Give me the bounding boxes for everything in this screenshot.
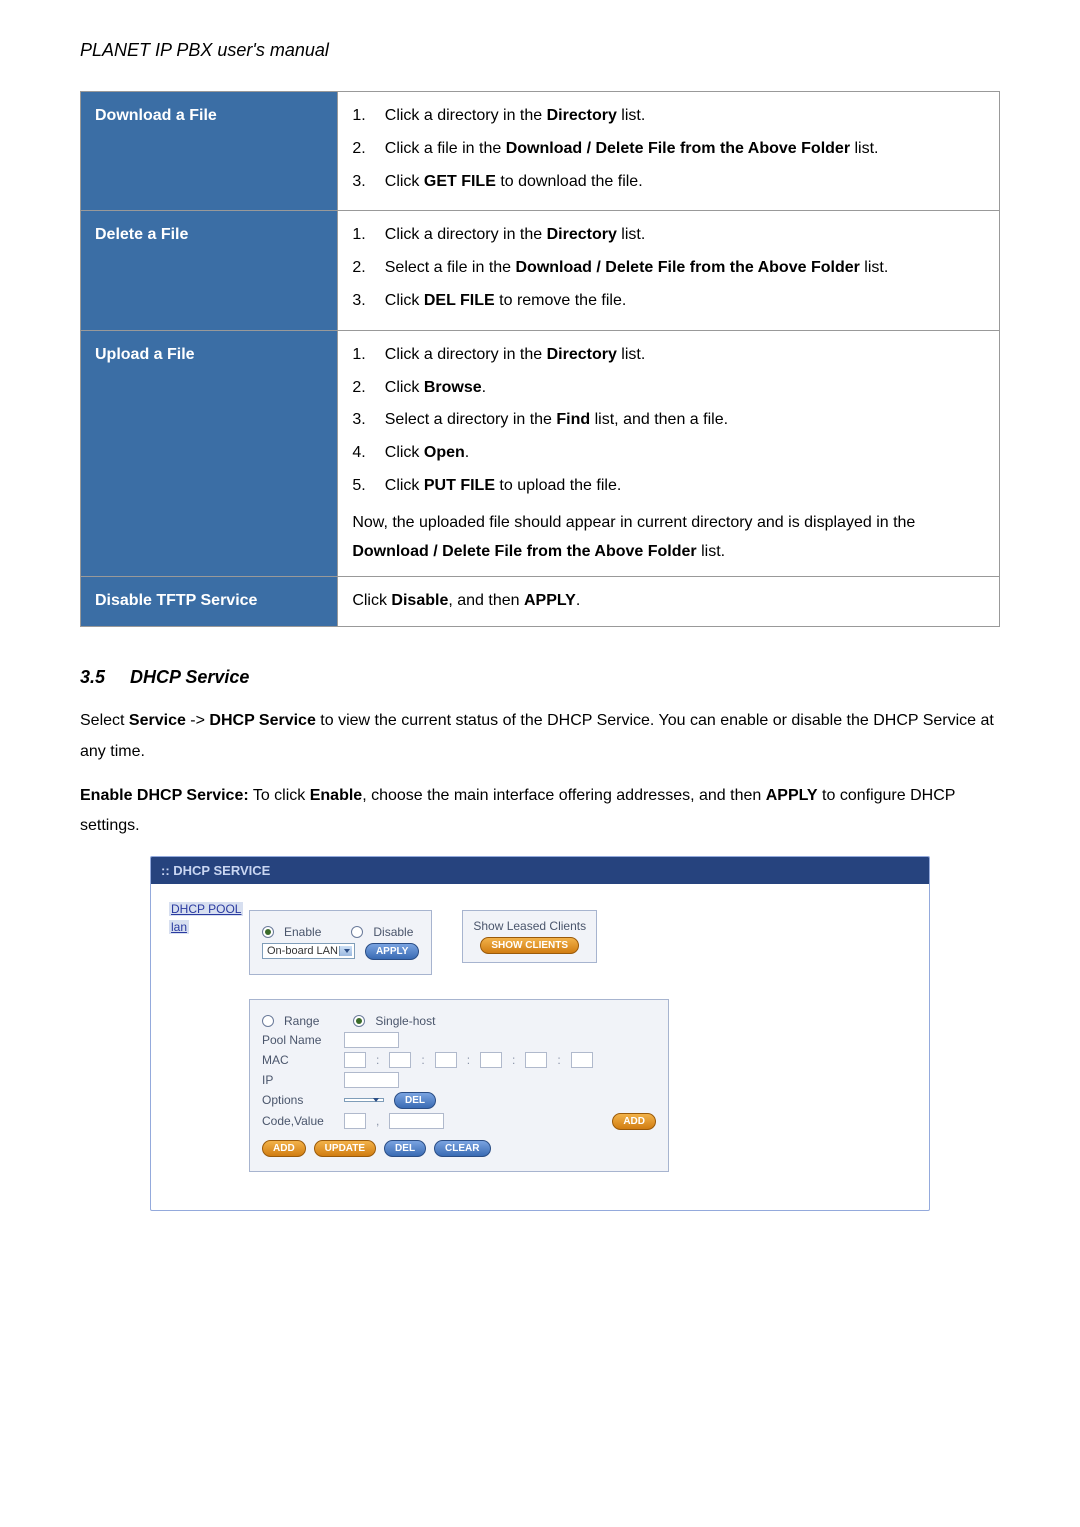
table-row-label: Disable TFTP Service (81, 577, 338, 627)
dhcp-pool-link[interactable]: DHCP POOL (169, 902, 243, 916)
section-name: DHCP Service (130, 667, 249, 687)
mac-input-1[interactable] (344, 1052, 366, 1068)
value-input[interactable] (389, 1113, 444, 1129)
single-host-label: Single-host (375, 1014, 435, 1028)
table-row-content: 1. Click a directory in the Directory li… (338, 330, 1000, 577)
table-row-content: 1. Click a directory in the Directory li… (338, 92, 1000, 211)
add-option-button[interactable]: ADD (612, 1113, 656, 1130)
pool-name-label: Pool Name (262, 1033, 334, 1047)
del-option-button[interactable]: DEL (394, 1092, 436, 1109)
section-heading: 3.5 DHCP Service (80, 667, 1000, 688)
show-clients-button[interactable]: SHOW CLIENTS (480, 937, 579, 954)
del-button[interactable]: DEL (384, 1140, 426, 1157)
section-number: 3.5 (80, 667, 105, 687)
single-host-radio[interactable] (353, 1015, 365, 1027)
enable-box: Enable Disable On-board LAN APPLY (249, 910, 432, 975)
interface-select[interactable]: On-board LAN (262, 943, 355, 959)
leased-clients-label: Show Leased Clients (473, 919, 586, 933)
apply-button[interactable]: APPLY (365, 943, 419, 960)
options-select[interactable] (344, 1098, 384, 1102)
disable-label: Disable (373, 925, 413, 939)
enable-radio[interactable] (262, 926, 274, 938)
mac-label: MAC (262, 1053, 334, 1067)
ip-label: IP (262, 1073, 334, 1087)
mac-input-3[interactable] (435, 1052, 457, 1068)
mac-input-2[interactable] (389, 1052, 411, 1068)
disable-radio[interactable] (351, 926, 363, 938)
options-label: Options (262, 1093, 334, 1107)
dhcp-panel: :: DHCP SERVICE DHCP POOL lan Enable (150, 856, 930, 1211)
clear-button[interactable]: CLEAR (434, 1140, 490, 1157)
mac-input-6[interactable] (571, 1052, 593, 1068)
update-button[interactable]: UPDATE (314, 1140, 376, 1157)
ip-input[interactable] (344, 1072, 399, 1088)
lan-link[interactable]: lan (169, 920, 189, 934)
table-row-label: Upload a File (81, 330, 338, 577)
range-radio[interactable] (262, 1015, 274, 1027)
enable-label: Enable (284, 925, 321, 939)
leased-clients-box: Show Leased Clients SHOW CLIENTS (462, 910, 597, 963)
doc-title: PLANET IP PBX user's manual (80, 40, 1000, 61)
table-row-label: Delete a File (81, 211, 338, 330)
dhcp-screenshot: :: DHCP SERVICE DHCP POOL lan Enable (80, 856, 1000, 1211)
mac-input-5[interactable] (525, 1052, 547, 1068)
table-row-content: Click Disable, and then APPLY. (338, 577, 1000, 627)
paragraph-2: Enable DHCP Service: To click Enable, ch… (80, 781, 1000, 842)
range-label: Range (284, 1014, 319, 1028)
code-value-label: Code,Value (262, 1114, 334, 1128)
dhcp-panel-title: :: DHCP SERVICE (151, 857, 929, 884)
instructions-table: Download a File1. Click a directory in t… (80, 91, 1000, 627)
mac-input-4[interactable] (480, 1052, 502, 1068)
table-row-label: Download a File (81, 92, 338, 211)
pool-config-box: Range Single-host Pool Name MAC : (249, 999, 669, 1172)
code-input[interactable] (344, 1113, 366, 1129)
add-button[interactable]: ADD (262, 1140, 306, 1157)
table-row-content: 1. Click a directory in the Directory li… (338, 211, 1000, 330)
pool-name-input[interactable] (344, 1032, 399, 1048)
paragraph-1: Select Service -> DHCP Service to view t… (80, 706, 1000, 767)
